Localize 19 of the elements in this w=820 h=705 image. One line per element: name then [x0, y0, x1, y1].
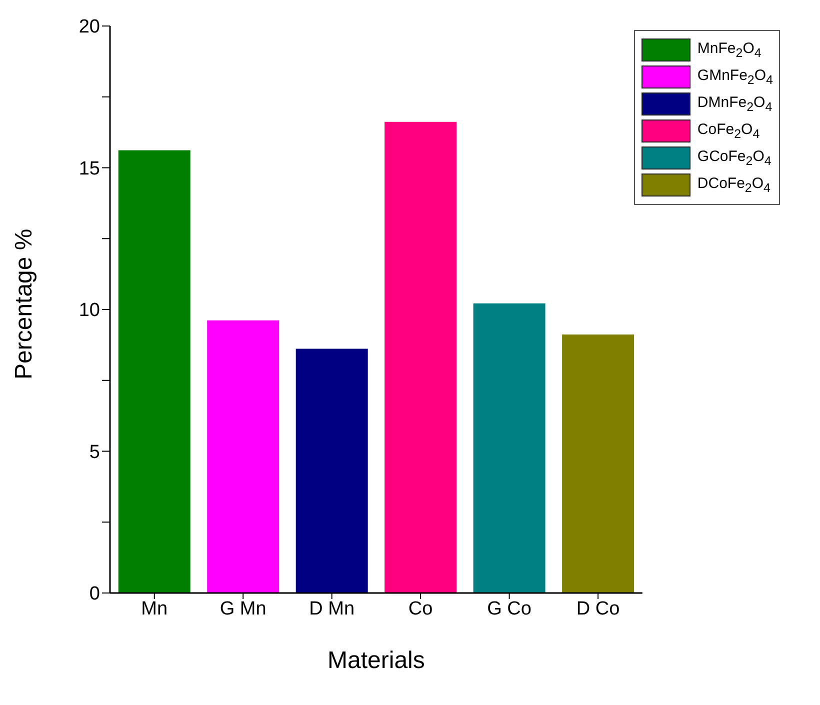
y-axis-title: Percentage % — [10, 228, 38, 380]
y-tick-label: 0 — [89, 584, 100, 605]
legend-label: DMnFe$_{2}$O$_{4}$ — [697, 94, 772, 114]
x-tick-label: D Co — [576, 598, 620, 620]
x-tick-label: G Mn — [220, 598, 266, 620]
y-tick-label: 20 — [78, 16, 100, 38]
x-tick-label: Co — [408, 598, 433, 620]
legend-label: DCoFe$_{2}$O$_{4}$ — [697, 175, 770, 195]
x-tick-label: G Co — [487, 598, 532, 620]
x-axis-title: Materials — [328, 647, 425, 674]
legend-label: GCoFe$_{2}$O$_{4}$ — [697, 148, 772, 168]
x-tick-label: Mn — [141, 598, 168, 620]
legend-label: GMnFe$_{2}$O$_{4}$ — [697, 67, 773, 87]
legend-label: CoFe$_{2}$O$_{4}$ — [697, 121, 760, 141]
x-tick-label: D Mn — [309, 598, 355, 620]
legend-label: MnFe$_{2}$O$_{4}$ — [697, 40, 762, 60]
y-tick-label: 15 — [78, 158, 100, 180]
y-tick-label: 5 — [89, 442, 100, 463]
y-tick-label: 10 — [78, 300, 100, 322]
